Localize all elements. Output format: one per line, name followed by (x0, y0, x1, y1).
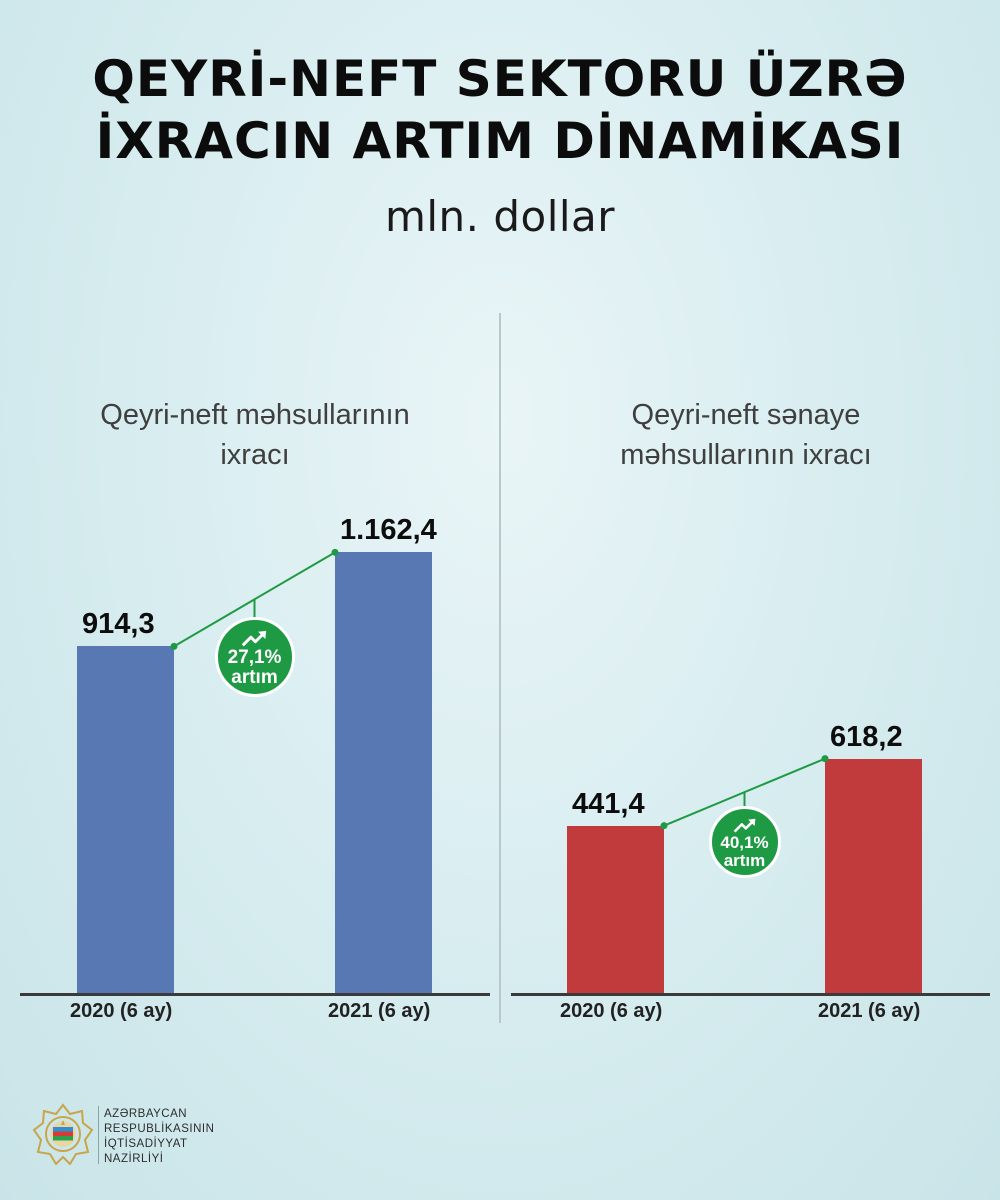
x-axis-line (511, 993, 990, 996)
connector-dot-1 (660, 822, 668, 830)
growth-percent: 27,1% (227, 647, 282, 669)
title-line-1: QEYRİ-NEFT SEKTORU ÜZRƏ (92, 50, 908, 108)
chart-title-line-1: Qeyri-neft sənaye (631, 399, 861, 431)
x-axis-line (20, 993, 490, 996)
category-label-1: 2020 (6 ay) (560, 1000, 663, 1022)
growth-connector (660, 755, 829, 830)
connector-dot-2 (331, 548, 339, 556)
value-label-2: 618,2 (830, 720, 903, 753)
ministry-name-line-1: AZƏRBAYCAN (104, 1108, 188, 1120)
ministry-name-line-2: RESPUBLİKASININ (104, 1123, 215, 1135)
chart-title: Qeyri-neft məhsullarının ixracı (10, 395, 500, 475)
category-label-1: 2020 (6 ay) (70, 1000, 173, 1022)
bar-2 (825, 758, 922, 993)
growth-connector (170, 548, 339, 650)
title-line-2: İXRACIN ARTIM DİNAMİKASI (95, 112, 905, 170)
ministry-emblem-logo (32, 1103, 94, 1166)
trend-up-icon (241, 631, 267, 647)
growth-word: artım (723, 851, 766, 871)
chart-panel-right: Qeyri-neft sənaye məhsullarının ixracı 4… (501, 0, 991, 1200)
chart-title-line-2: ixracı (220, 439, 290, 471)
chart-title-line-2: məhsullarının ixracı (620, 439, 872, 471)
ministry-name: AZƏRBAYCAN RESPUBLİKASININ İQTİSADİYYAT … (104, 1107, 214, 1167)
chart-panel-left: Qeyri-neft məhsullarının ixracı 914,3 202… (10, 0, 500, 1200)
bar-1 (77, 646, 174, 993)
chart-title-line-1: Qeyri-neft məhsullarının (100, 399, 410, 431)
category-label-2: 2021 (6 ay) (818, 1000, 921, 1022)
trend-up-icon (733, 818, 755, 833)
chart-title: Qeyri-neft sənaye məhsullarının ixracı (501, 395, 991, 475)
ministry-name-line-3: İQTİSADİYYAT (104, 1138, 188, 1150)
growth-badge: 27,1% artım (214, 617, 295, 698)
footer-separator (98, 1106, 99, 1164)
connector-dot-2 (821, 755, 829, 763)
ministry-name-line-4: NAZİRLİYİ (104, 1153, 164, 1165)
value-label-2: 1.162,4 (340, 514, 437, 547)
bar-1 (567, 825, 664, 993)
panel-divider (499, 313, 501, 1023)
value-label-1: 441,4 (572, 787, 645, 820)
value-label-1: 914,3 (82, 608, 155, 641)
growth-percent: 40,1% (720, 833, 769, 853)
growth-badge: 40,1% artım (708, 806, 781, 879)
unit-label: mln. dollar (384, 192, 616, 241)
bar-2 (335, 552, 432, 993)
growth-word: artım (231, 667, 278, 689)
category-label-2: 2021 (6 ay) (328, 1000, 431, 1022)
connector-dot-1 (170, 642, 178, 650)
